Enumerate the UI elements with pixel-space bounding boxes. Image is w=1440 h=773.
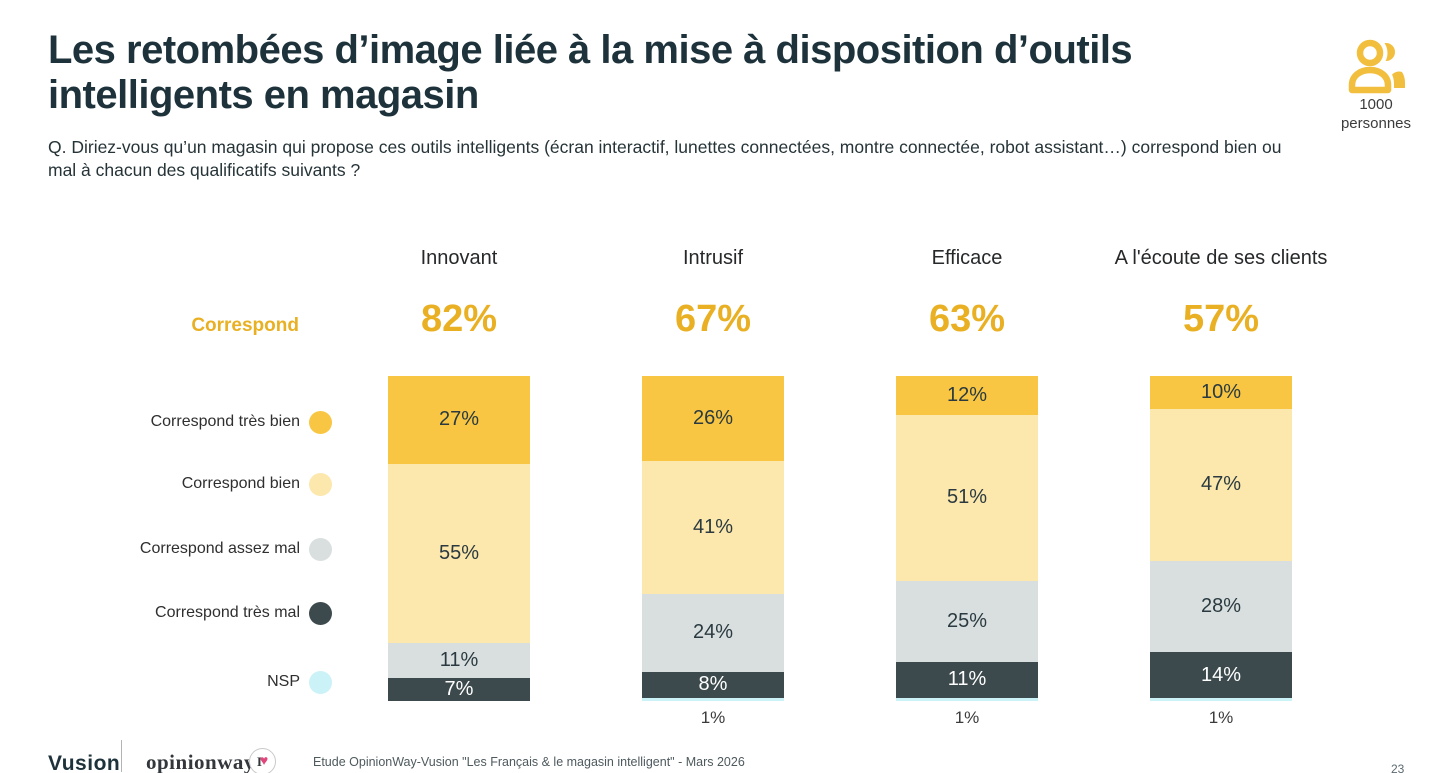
legend-label: Correspond assez mal: [139, 540, 300, 557]
bar-segment-value: 7%: [444, 678, 474, 701]
stacked-bar: 12% 51% 25% 11%: [896, 376, 1038, 701]
bar-column: Efficace 63% 12% 51% 25% 11% 1%: [840, 240, 1094, 740]
opinionway-heart-badge-icon: I ♥: [249, 748, 276, 773]
title-line-2: intelligents en magasin: [48, 73, 479, 118]
correspond-total: 67%: [674, 298, 752, 340]
legend-label: NSP: [267, 673, 300, 690]
category-label: Innovant: [420, 247, 498, 269]
badge-letter: I: [256, 753, 262, 769]
legend-dot-icon: [309, 410, 332, 434]
category-label: Efficace: [931, 247, 1003, 269]
bar-segment: 10%: [1150, 376, 1292, 409]
bar-segment-value: 51%: [946, 486, 988, 509]
bar-segment: 26%: [642, 376, 784, 461]
bar-segment-value: 47%: [1200, 473, 1242, 496]
bar-segment-value: 55%: [438, 541, 480, 564]
bar-segment-value: 11%: [439, 648, 479, 671]
bar-segment: 41%: [642, 460, 784, 594]
legend-dot-icon: [309, 601, 332, 625]
people-icon: [1346, 38, 1405, 94]
legend-dot-icon: [309, 670, 332, 694]
category-label: A l'écoute de ses clients: [1114, 247, 1328, 269]
vusion-logo: Vusion: [48, 752, 121, 773]
page-title: Les retombées d’image liée à la mise à d…: [48, 28, 1318, 118]
bar-segment: 8%: [642, 671, 784, 698]
legend-item: NSP: [267, 670, 332, 694]
title-line-1: Les retombées d’image liée à la mise à d…: [48, 28, 1133, 72]
bar-segment-value: 27%: [438, 408, 480, 431]
bar-column: Innovant 82% 27% 55% 11% 7%: [332, 240, 586, 740]
legend-label: Correspond très mal: [155, 604, 300, 621]
correspond-total: 57%: [1182, 298, 1260, 340]
correspond-total: 82%: [420, 298, 498, 340]
category-label: Intrusif: [682, 247, 744, 269]
bar-segment: 7%: [388, 678, 530, 701]
bar-segment-value: 12%: [946, 384, 988, 406]
legend-item: Correspond bien: [182, 472, 332, 496]
bar-segment-value: 26%: [692, 406, 734, 429]
legend-dot-icon: [309, 472, 332, 496]
survey-question: Q. Diriez-vous qu’un magasin qui propose…: [48, 137, 1282, 181]
bar-segment-value: 11%: [947, 668, 987, 691]
bar-segment: 11%: [388, 642, 530, 679]
bar-segment: 12%: [896, 376, 1038, 415]
nsp-value-label: 1%: [1208, 708, 1234, 727]
source-note: Etude OpinionWay-Vusion "Les Français & …: [313, 755, 745, 769]
bar-segment: 14%: [1150, 652, 1292, 698]
nsp-value-label: 1%: [954, 708, 980, 727]
bar-segment-value: 14%: [1200, 663, 1242, 686]
legend-item: Correspond très bien: [151, 410, 332, 434]
footer-divider: [121, 740, 122, 772]
bar-segment: [1150, 697, 1292, 701]
page-number: 23: [1391, 762, 1405, 773]
bar-column: Intrusif 67% 26% 41% 24% 8% 1%: [586, 240, 840, 740]
legend-dot-icon: [309, 537, 332, 561]
bar-segment: 55%: [388, 463, 530, 643]
footer: Vusion opinionway I ♥ Etude OpinionWay-Vu…: [0, 738, 1440, 773]
bar-segment-value: 24%: [692, 621, 734, 644]
bar-segment: 24%: [642, 593, 784, 672]
chart: Correspond Innovant 82% 27% 55% 11% 7% Intrusi…: [0, 240, 1440, 740]
bar-segment: 25%: [896, 580, 1038, 662]
nsp-value-label: 1%: [700, 708, 726, 727]
legend-label: Correspond très bien: [150, 413, 300, 430]
bar-segment: [642, 697, 784, 701]
opinionway-logo-text: opinionway: [146, 750, 255, 773]
stacked-bar: 26% 41% 24% 8%: [642, 376, 784, 701]
stacked-bar: 10% 47% 28% 14%: [1150, 376, 1292, 701]
bar-segment: 27%: [388, 376, 530, 464]
bar-segment-value: 41%: [692, 515, 734, 538]
bar-segment: 51%: [896, 415, 1038, 581]
legend-item: Correspond assez mal: [140, 537, 332, 561]
correspond-total: 63%: [928, 298, 1006, 340]
bar-segment-value: 25%: [946, 609, 988, 632]
bar-segment: 47%: [1150, 408, 1292, 562]
bar-segment: 11%: [896, 662, 1038, 698]
sample-count: 1000: [1359, 96, 1393, 113]
opinionway-logo: opinionway: [146, 750, 261, 773]
legend-label: Correspond bien: [181, 475, 300, 492]
bar-column: A l'écoute de ses clients 57% 10% 47% 28% 14%…: [1094, 240, 1348, 740]
heart-icon: ♥: [259, 753, 269, 769]
sample-size-badge: 1000 personnes: [1328, 38, 1424, 134]
stacked-bar: 27% 55% 11% 7%: [388, 376, 530, 701]
bar-segment-value: 10%: [1200, 380, 1242, 403]
bar-segment-value: 8%: [698, 673, 728, 696]
legend-item: Correspond très mal: [155, 601, 332, 625]
bar-segment-value: 28%: [1200, 595, 1242, 618]
correspond-row-label: Correspond: [191, 315, 299, 336]
bar-segment: 28%: [1150, 561, 1292, 653]
bar-segment: [896, 697, 1038, 701]
sample-unit: personnes: [1340, 114, 1412, 132]
